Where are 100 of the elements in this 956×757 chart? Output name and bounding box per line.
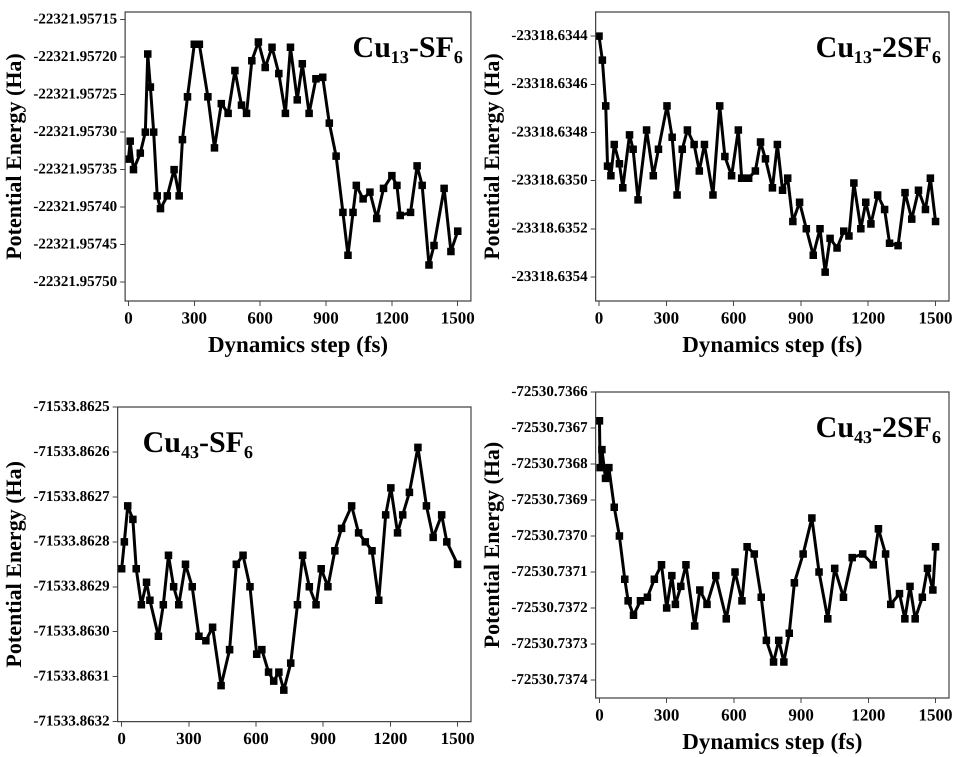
- point: [368, 547, 376, 555]
- point: [154, 632, 162, 640]
- y-tick-label: -23318.6350: [511, 172, 588, 188]
- point: [126, 137, 134, 145]
- x-tick-label: 1500: [440, 308, 475, 328]
- point: [398, 511, 406, 519]
- point: [331, 547, 339, 555]
- point: [721, 152, 729, 160]
- point: [164, 192, 172, 200]
- y-tick-label: -23318.6346: [511, 76, 588, 92]
- point: [744, 174, 752, 182]
- point: [906, 582, 914, 590]
- point: [802, 224, 810, 233]
- point: [602, 102, 610, 110]
- point: [318, 74, 326, 82]
- point: [354, 529, 362, 537]
- y-tick-label: -23318.6354: [511, 268, 588, 285]
- x-tick-label: 1200: [851, 308, 886, 328]
- point: [768, 184, 776, 192]
- point: [654, 146, 662, 154]
- point: [387, 484, 395, 492]
- point: [153, 192, 161, 200]
- point: [722, 615, 730, 623]
- point: [418, 182, 426, 190]
- x-tick-label: 600: [243, 729, 269, 748]
- point: [120, 538, 128, 546]
- point: [886, 600, 895, 608]
- point: [607, 172, 615, 180]
- x-tick-label: 300: [654, 308, 680, 328]
- point: [743, 543, 751, 551]
- y-tick-label: -72530.7372: [511, 600, 588, 616]
- x-tick-label: 1500: [440, 729, 475, 748]
- point: [604, 162, 612, 170]
- point: [790, 579, 798, 587]
- x-tick-label: 0: [595, 706, 604, 725]
- point: [202, 636, 210, 644]
- y-tick-label: -71533.8632: [33, 713, 110, 730]
- point: [175, 600, 183, 609]
- point: [799, 550, 807, 558]
- point: [826, 234, 834, 242]
- point: [619, 184, 627, 192]
- point: [204, 93, 212, 101]
- point: [142, 578, 150, 586]
- x-tick-label: 0: [594, 308, 604, 328]
- point: [252, 650, 260, 658]
- point: [926, 174, 934, 182]
- point: [780, 658, 788, 666]
- point: [616, 160, 624, 168]
- point: [138, 600, 146, 609]
- point: [762, 636, 770, 644]
- point: [282, 110, 290, 118]
- y-tick-label: -23318.6352: [511, 220, 588, 237]
- y-tick-label: -22321.95715: [33, 11, 118, 28]
- point: [901, 615, 909, 623]
- point: [845, 232, 853, 240]
- point: [929, 586, 937, 594]
- x-tick-label: 900: [313, 308, 339, 328]
- y-axis-title: Potential Energy (Ha): [0, 461, 26, 668]
- point: [394, 529, 402, 537]
- y-tick-label: -71533.8628: [33, 534, 110, 550]
- point: [808, 514, 816, 522]
- x-tick-label: 0: [117, 729, 126, 748]
- point: [312, 75, 320, 83]
- point: [642, 126, 650, 134]
- point: [914, 186, 922, 194]
- point: [210, 144, 218, 152]
- point: [824, 615, 832, 623]
- point: [696, 586, 704, 594]
- point: [246, 583, 254, 591]
- point: [696, 167, 704, 175]
- point: [596, 417, 604, 425]
- y-tick-label: -22321.95720: [33, 48, 118, 65]
- point: [286, 659, 295, 667]
- point: [821, 268, 829, 276]
- point: [785, 629, 794, 637]
- point: [731, 568, 739, 576]
- point: [752, 167, 760, 175]
- point: [911, 615, 919, 623]
- point: [306, 583, 314, 591]
- y-tick-label: -71533.8630: [33, 624, 110, 640]
- point: [673, 191, 681, 199]
- point: [774, 140, 782, 148]
- point: [352, 182, 360, 190]
- point: [312, 600, 320, 609]
- point: [248, 57, 256, 65]
- x-tick-label: 300: [182, 308, 208, 328]
- point: [160, 600, 168, 609]
- point: [621, 575, 629, 583]
- point: [624, 597, 632, 605]
- point: [275, 668, 283, 676]
- point: [850, 179, 858, 187]
- point: [770, 658, 778, 666]
- y-tick-label: -22321.95730: [33, 124, 118, 140]
- point: [170, 166, 178, 174]
- point: [709, 191, 717, 199]
- y-tick-label: -71533.8626: [33, 444, 110, 460]
- x-tick-label: 300: [176, 729, 202, 748]
- point: [922, 206, 930, 214]
- point: [130, 166, 138, 174]
- point: [908, 215, 916, 223]
